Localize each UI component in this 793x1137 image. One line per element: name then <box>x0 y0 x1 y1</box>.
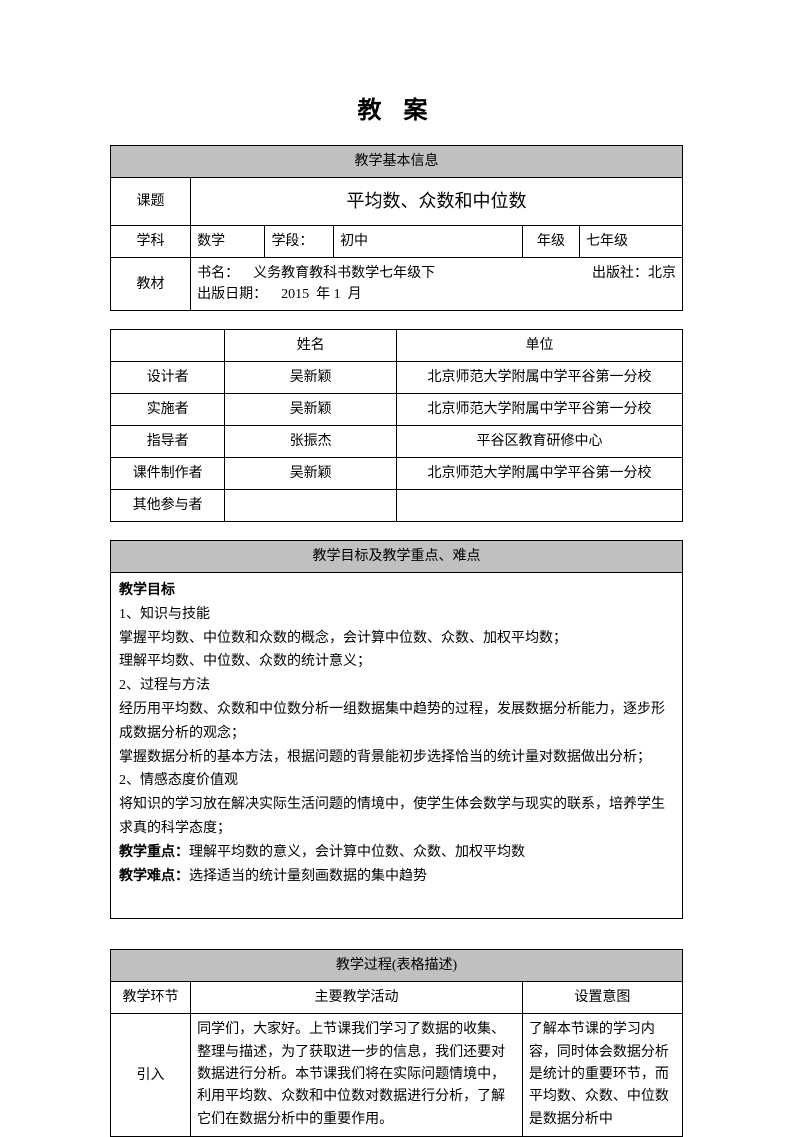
org-cell: 北京师范大学附属中学平谷第一分校 <box>396 362 682 394</box>
difficulty-value: 选择适当的统计量刻画数据的集中趋势 <box>189 869 427 884</box>
intent-cell: 了解本节课的学习内容，同时体会数据分析是统计的重要环节，而平均数、众数、中位数是… <box>522 1014 682 1137</box>
subject-value: 数学 <box>191 226 265 258</box>
goal-line: 经历用平均数、众数和中位数分析一组数据集中趋势的过程，发展数据分析能力，逐步形成… <box>119 702 665 741</box>
role-cell: 指导者 <box>111 426 225 458</box>
role-cell: 其他参与者 <box>111 490 225 522</box>
col-intent: 设置意图 <box>522 982 682 1014</box>
personnel-table: 姓名 单位 设计者 吴新颖 北京师范大学附属中学平谷第一分校 实施者 吴新颖 北… <box>110 329 683 522</box>
goal-line: 2、过程与方法 <box>119 678 210 693</box>
goal-line: 掌握平均数、中位数和众数的概念，会计算中位数、众数、加权平均数； <box>119 631 567 646</box>
goals-title: 教学目标 <box>119 583 175 598</box>
col-activity: 主要教学活动 <box>191 982 523 1014</box>
activity-cell: 同学们，大家好。上节课我们学习了数据的收集、整理与描述，为了获取进一步的信息，我… <box>191 1014 523 1137</box>
role-cell: 实施者 <box>111 394 225 426</box>
org-cell <box>396 490 682 522</box>
bookname-label: 书名： <box>197 266 239 281</box>
table-row: 设计者 吴新颖 北京师范大学附属中学平谷第一分校 <box>111 362 683 394</box>
process-header: 教学过程(表格描述) <box>111 950 683 982</box>
pubdate-label: 出版日期： <box>197 287 267 302</box>
col-stage: 教学环节 <box>111 982 191 1014</box>
stage-cell: 引入 <box>111 1014 191 1137</box>
goal-line: 掌握数据分析的基本方法，根据问题的背景能初步选择恰当的统计量对数据做出分析； <box>119 750 651 765</box>
grade-label: 年级 <box>522 226 579 258</box>
grade-value: 七年级 <box>580 226 683 258</box>
goal-line: 理解平均数、中位数、众数的统计意义； <box>119 654 371 669</box>
table-row: 课件制作者 吴新颖 北京师范大学附属中学平谷第一分校 <box>111 458 683 490</box>
goal-line: 将知识的学习放在解决实际生活问题的情境中，使学生体会数学与现实的联系，培养学生求… <box>119 797 665 836</box>
role-cell: 课件制作者 <box>111 458 225 490</box>
name-cell: 吴新颖 <box>225 394 397 426</box>
publisher-label: 出版社： <box>592 266 648 281</box>
pubmonth: 1 <box>334 287 341 302</box>
org-cell: 北京师范大学附属中学平谷第一分校 <box>396 458 682 490</box>
goals-header: 教学目标及教学重点、难点 <box>111 541 683 573</box>
basic-info-table: 教学基本信息 课题 平均数、众数和中位数 学科 数学 学段： 初中 年级 七年级… <box>110 145 683 311</box>
publisher-value: 北京 <box>648 266 676 281</box>
name-cell: 张振杰 <box>225 426 397 458</box>
name-cell: 吴新颖 <box>225 458 397 490</box>
table-row: 实施者 吴新颖 北京师范大学附属中学平谷第一分校 <box>111 394 683 426</box>
topic-value: 平均数、众数和中位数 <box>191 178 683 226</box>
org-cell: 北京师范大学附属中学平谷第一分校 <box>396 394 682 426</box>
textbook-label: 教材 <box>111 258 191 311</box>
page-title: 教 案 <box>110 90 683 125</box>
topic-label: 课题 <box>111 178 191 226</box>
name-cell <box>225 490 397 522</box>
stage-value: 初中 <box>334 226 523 258</box>
basic-info-header: 教学基本信息 <box>111 146 683 178</box>
process-table: 教学过程(表格描述) 教学环节 主要教学活动 设置意图 引入 同学们，大家好。上… <box>110 949 683 1137</box>
focus-value: 理解平均数的意义，会计算中位数、众数、加权平均数 <box>189 845 525 860</box>
table-row: 指导者 张振杰 平谷区教育研修中心 <box>111 426 683 458</box>
pubyear: 2015 <box>281 287 309 302</box>
month-unit: 月 <box>348 287 362 302</box>
focus-label: 教学重点： <box>119 845 189 860</box>
goals-table: 教学目标及教学重点、难点 教学目标 1、知识与技能 掌握平均数、中位数和众数的概… <box>110 540 683 919</box>
stage-label: 学段： <box>265 226 334 258</box>
year-unit: 年 <box>316 287 330 302</box>
goal-line: 1、知识与技能 <box>119 607 210 622</box>
table-row: 其他参与者 <box>111 490 683 522</box>
difficulty-label: 教学难点： <box>119 869 189 884</box>
goal-line: 2、情感态度价值观 <box>119 773 238 788</box>
org-cell: 平谷区教育研修中心 <box>396 426 682 458</box>
role-cell: 设计者 <box>111 362 225 394</box>
bookname-value: 义务教育教科书数学七年级下 <box>253 266 435 281</box>
col-org-header: 单位 <box>396 330 682 362</box>
name-cell: 吴新颖 <box>225 362 397 394</box>
col-name-header: 姓名 <box>225 330 397 362</box>
subject-label: 学科 <box>111 226 191 258</box>
textbook-info: 书名： 义务教育教科书数学七年级下 出版社：北京 出版日期： 2015 年 1 … <box>191 258 683 311</box>
goals-body: 教学目标 1、知识与技能 掌握平均数、中位数和众数的概念，会计算中位数、众数、加… <box>111 573 683 919</box>
table-row: 引入 同学们，大家好。上节课我们学习了数据的收集、整理与描述，为了获取进一步的信… <box>111 1014 683 1137</box>
